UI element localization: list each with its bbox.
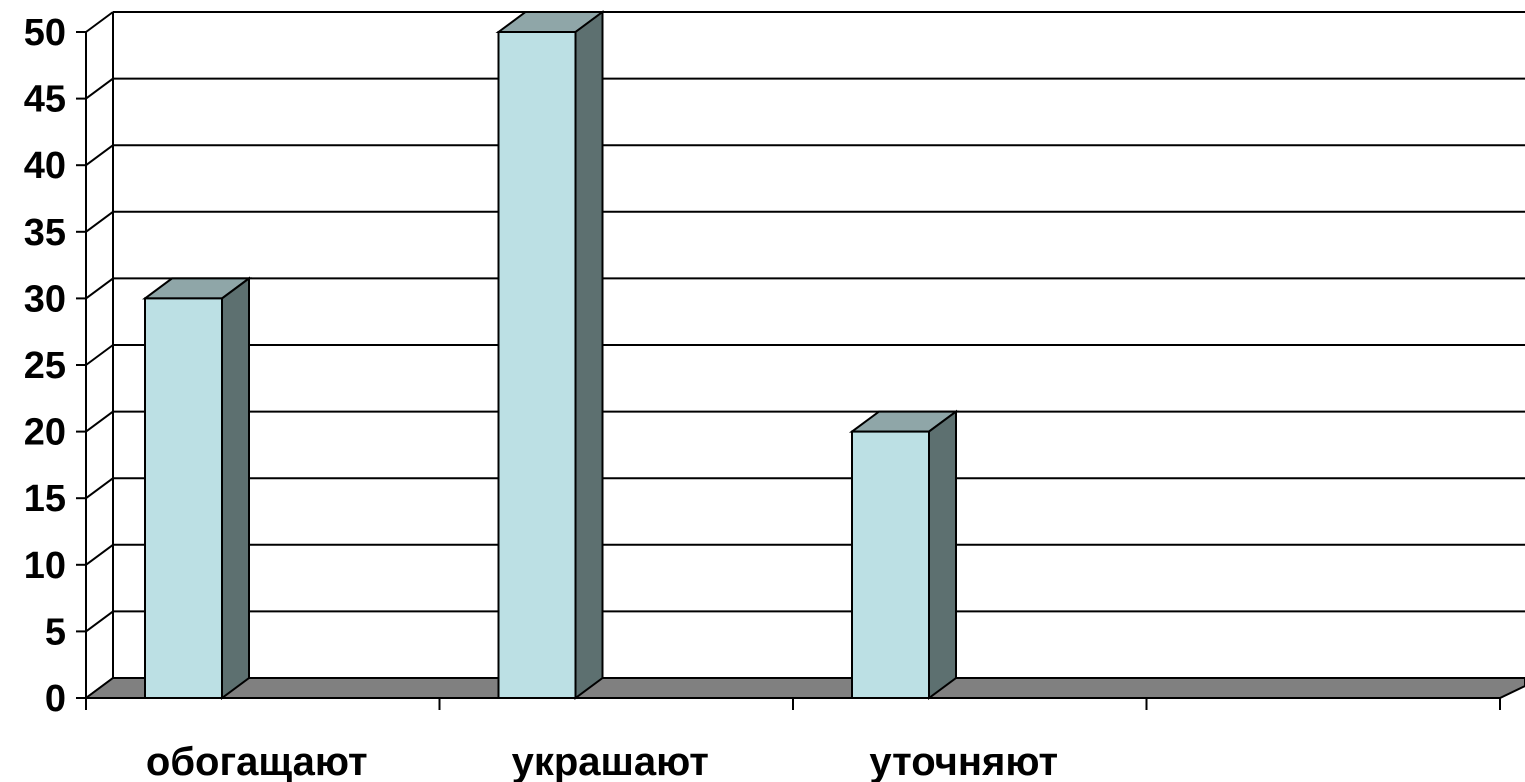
bar	[848, 409, 960, 700]
side-wall-gridline	[85, 477, 114, 500]
chart-floor	[82, 677, 1525, 710]
y-tick-label: 0	[45, 678, 66, 720]
bar-side-face	[221, 276, 250, 700]
y-axis-tick-labels: 0 5 10 15 20 25 30 35 40 45 50	[24, 12, 66, 720]
side-wall-gridline	[85, 277, 114, 300]
bar-front-face	[497, 31, 577, 699]
chart-walls	[85, 12, 114, 698]
side-wall-gridline	[85, 210, 114, 233]
x-axis-category-labels: обогащают украшают уточняют	[146, 740, 1058, 782]
y-tick-label: 5	[45, 611, 66, 653]
floor-plane	[82, 677, 1525, 699]
y-tick-label: 20	[24, 412, 66, 454]
x-category-label: украшают	[512, 740, 709, 782]
y-tick-label: 40	[24, 145, 66, 187]
bar-front-face	[851, 430, 930, 699]
side-wall-gridline	[85, 543, 114, 566]
y-tick-label: 25	[24, 345, 66, 387]
side-wall-gridline	[85, 344, 114, 366]
x-category-label: обогащают	[146, 740, 368, 782]
y-tick-label: 10	[24, 545, 66, 587]
side-wall-gridline	[85, 410, 114, 433]
y-tick-label: 15	[24, 478, 66, 520]
y-tick-label: 35	[24, 212, 66, 254]
side-wall-gridline	[85, 610, 114, 633]
bar-front-face	[144, 297, 223, 699]
y-tick-label: 50	[24, 12, 66, 54]
side-wall-gridline	[85, 77, 114, 100]
side-wall-gridline	[85, 144, 114, 167]
bar-side-face	[928, 409, 957, 700]
bar	[495, 10, 606, 700]
x-category-label: уточняют	[869, 740, 1058, 782]
bars	[141, 10, 960, 700]
bar	[141, 276, 253, 700]
gridlines	[76, 11, 1525, 699]
side-wall-gridline	[85, 11, 114, 33]
y-tick-label: 45	[24, 79, 66, 121]
y-tick-label: 30	[24, 278, 66, 320]
bar-side-face	[574, 10, 604, 700]
